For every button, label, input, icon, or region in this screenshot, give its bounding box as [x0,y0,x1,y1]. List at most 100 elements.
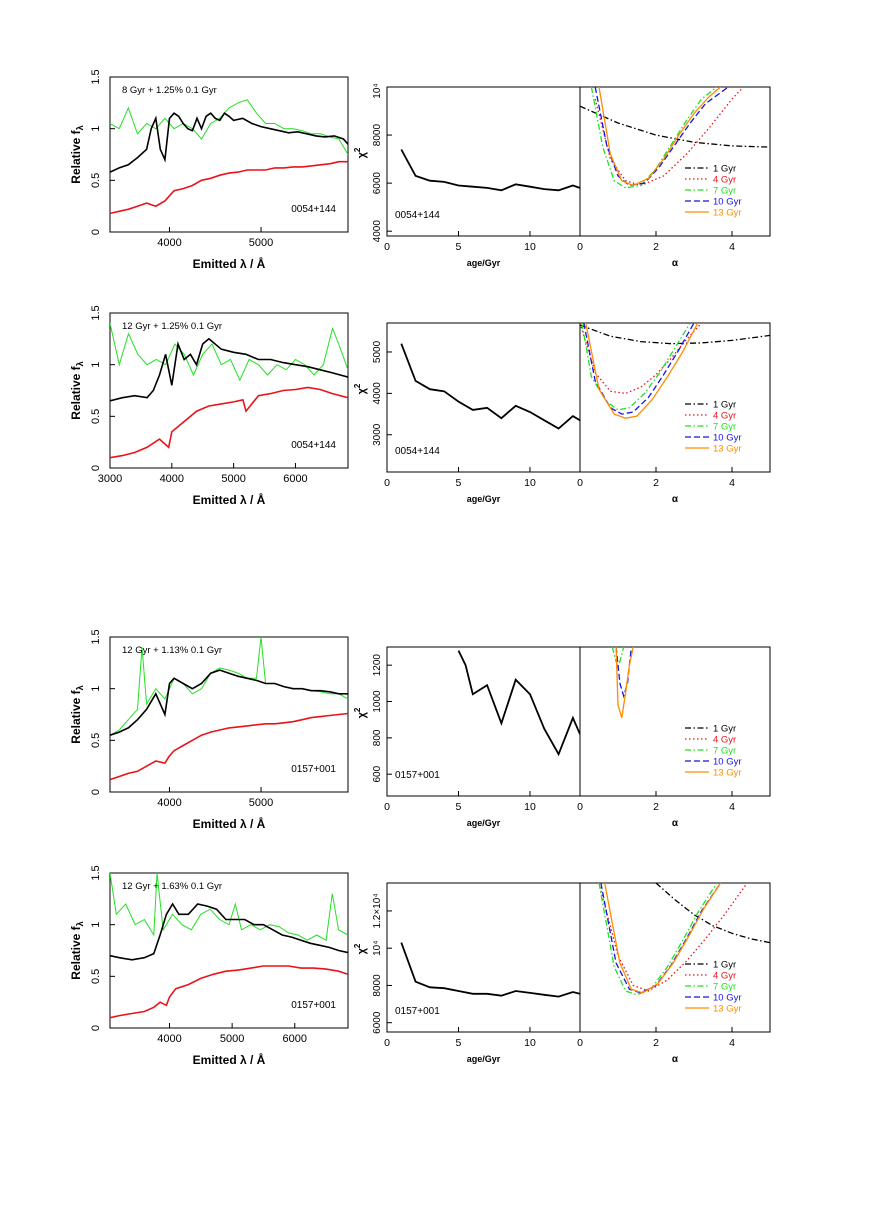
y-tick-label: 1.5 [90,305,102,320]
alpha-curve-13-gyr [598,87,722,187]
spectrum-frame [109,636,349,793]
x-tick-label: 6000 [283,1033,307,1045]
legend-label: 1 Gyr [713,400,736,411]
y-tick-label: 6000 [372,172,383,195]
legend-label: 13 Gyr [713,208,742,219]
y-tick-label: 0 [90,789,102,795]
spectrum-line-green [110,99,348,155]
age-chi2-line [457,650,580,757]
spectrum-line-red [110,965,348,1019]
y-tick-label: 1 [90,686,102,692]
x-tick-label: 2 [653,1037,659,1049]
x-tick-label: 10 [524,241,536,253]
alpha-curve-7-gyr [590,87,718,189]
y-tick-label: 1200 [372,654,383,677]
x-tick-label: 10 [524,477,536,489]
age-chi2-panel: 0 5 10 3000 4000 5000 0054+144 age/Gyr χ2 [353,322,581,504]
x-tick-label: 4000 [157,797,181,809]
chi2-y-label: χ2 [353,707,368,718]
y-tick-label: 3000 [372,423,383,446]
legend-label: 1 Gyr [713,164,736,175]
spectrum-panel: 4000 5000 0 0.5 1 1.5 12 Gyr + 1.13% 0.1 Gyr 01… [69,629,349,831]
age-chi2-panel: 0 5 10 6000 8000 10⁴ 1.2×10⁴ 0157+001 age/Gyr χ2 [353,882,581,1064]
y-tick-label: 0 [90,1025,102,1031]
age-chi2-panel: 0 5 10 600 800 1000 1200 0157+001 age/Gyr χ2 [353,646,581,828]
legend-label: 7 Gyr [713,746,736,757]
alpha-chi2-frame [579,646,771,797]
x-tick-label: 4000 [157,237,181,249]
spectrum-x-label: Emitted λ / Å [193,256,266,271]
alpha-curve-13-gyr [615,647,634,719]
x-tick-label: 0 [577,477,583,489]
spectrum-panel: 4000 5000 0 0.5 1 1.5 8 Gyr + 1.25% 0.1 Gyr 005… [69,69,349,271]
x-tick-label: 2 [653,477,659,489]
x-tick-label: 4 [729,801,735,813]
spectrum-panel: 3000 4000 5000 6000 0 0.5 1 1.5 12 Gyr + 1.25% 0… [69,305,349,507]
x-tick-label: 0 [384,477,390,489]
legend-label: 10 Gyr [713,197,742,208]
legend-label: 10 Gyr [713,757,742,768]
y-tick-label-top: 10⁴ [372,83,383,98]
alpha-x-label: α [672,494,679,505]
legend-label: 7 Gyr [713,186,736,197]
spectrum-line-green [110,873,348,941]
legend-label: 4 Gyr [713,971,736,982]
alpha-curve-1-gyr [655,883,770,944]
alpha-curve-10-gyr [583,323,695,415]
legend-label: 1 Gyr [713,960,736,971]
alpha-curve-13-gyr [604,883,722,994]
spectrum-line-red [110,712,348,781]
x-tick-label: 4000 [160,473,184,485]
alpha-curve-7-gyr [611,647,625,669]
alpha-x-label: α [672,1054,679,1065]
x-tick-label: 5 [456,477,462,489]
spectrum-panel: 4000 5000 6000 0 0.5 1 1.5 12 Gyr + 1.63% 0.1 G… [69,865,349,1067]
legend-label: 7 Gyr [713,422,736,433]
x-tick-label: 0 [384,241,390,253]
chi2-y-label: χ2 [353,943,368,954]
spectrum-x-label: Emitted λ / Å [193,492,266,507]
x-tick-label: 4000 [157,1033,181,1045]
x-tick-label: 4 [729,477,735,489]
x-tick-label: 6000 [283,473,307,485]
y-tick-label: 0.5 [90,733,102,748]
alpha-curve-4-gyr [594,87,744,187]
chi2-y-label: χ2 [353,147,368,158]
spectrum-y-label: Relative fλ [69,921,85,979]
y-tick-label: 0.5 [90,173,102,188]
y-tick-label: 0 [90,465,102,471]
age-chi2-panel: 0 5 10 4000 6000 8000 10⁴ 0054+144 age/Gyr χ2 [353,83,581,268]
y-tick-label: 8000 [372,974,383,997]
spectrum-y-label: Relative fλ [69,685,85,743]
y-tick-label: 8000 [372,124,383,147]
spectrum-object-label: 0157+001 [291,1000,336,1011]
chi2-y-label: χ2 [353,383,368,394]
y-tick-label: 1 [90,126,102,132]
x-tick-label: 10 [524,1037,536,1049]
legend-label: 10 Gyr [713,433,742,444]
y-tick-label: 4000 [372,382,383,405]
age-x-label: age/Gyr [467,494,501,504]
x-tick-label: 0 [577,241,583,253]
age-object-label: 0054+144 [395,446,440,457]
y-tick-label: 10⁴ [372,940,383,955]
legend-label: 4 Gyr [713,175,736,186]
y-tick-label: 1000 [372,690,383,713]
figure-row-2: 3000 4000 5000 6000 0 0.5 1 1.5 12 Gyr + 1.25% 0… [69,305,771,507]
spectrum-y-label: Relative fλ [69,125,85,183]
alpha-chi2-frame [579,322,771,473]
age-x-label: age/Gyr [467,258,501,268]
alpha-chi2-frame [579,86,771,237]
spectrum-frame [109,872,349,1029]
alpha-curve-1-gyr [580,324,770,345]
x-tick-label: 0 [577,1037,583,1049]
age-chi2-line [400,149,580,192]
y-tick-label: 1 [90,922,102,928]
y-tick-label: 1 [90,362,102,368]
alpha-curve-10-gyr [594,87,729,187]
